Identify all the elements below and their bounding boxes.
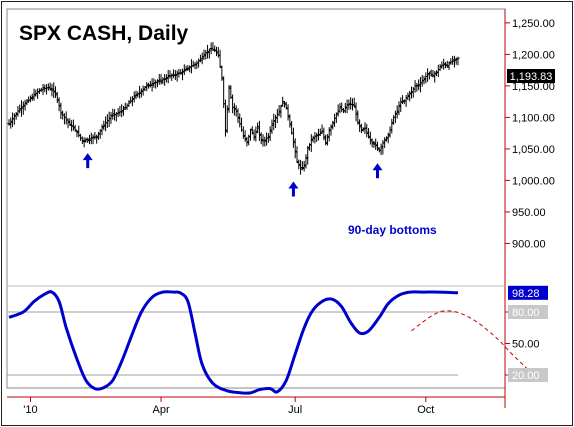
bottom-arrow-head bbox=[372, 163, 383, 171]
bottom-arrow-head bbox=[288, 181, 299, 189]
y-axis: 1,250.00 1,200.00 1,150.00 1,100.00 1,050.00… bbox=[505, 18, 555, 250]
last-price-box bbox=[507, 69, 555, 83]
x-axis: '10 Apr Jul Oct bbox=[7, 396, 505, 416]
x-tick-label: Jul bbox=[288, 404, 302, 416]
y-tick-label: 950.00 bbox=[512, 207, 546, 219]
chart-title: SPX CASH, Daily bbox=[19, 22, 189, 45]
oscillator-level-labels: 80.00 50.00 20.00 98.28 bbox=[508, 285, 548, 382]
oscillator-value-label: 98.28 bbox=[512, 288, 540, 300]
ohlc-bar bbox=[456, 56, 460, 66]
oscillator-level-box bbox=[508, 305, 548, 319]
y-tick-label: 1,100.00 bbox=[512, 112, 555, 124]
oscillator-level-label: 50.00 bbox=[512, 339, 540, 351]
y-tick-label: 1,250.00 bbox=[512, 18, 555, 30]
oscillator-lines bbox=[8, 290, 532, 395]
oscillator-level-box bbox=[508, 368, 548, 382]
y-tick-label: 900.00 bbox=[512, 238, 546, 250]
bottom-arrows bbox=[82, 153, 383, 197]
x-tick-label: '10 bbox=[23, 404, 37, 416]
x-tick-label: Oct bbox=[417, 404, 434, 416]
bottom-arrow bbox=[288, 181, 299, 197]
bottom-arrow-head bbox=[82, 153, 93, 161]
bottom-arrow bbox=[82, 153, 93, 169]
last-price-label: 1,193.83 bbox=[510, 71, 553, 83]
y-tick-label: 1,150.00 bbox=[512, 81, 555, 93]
price-bars bbox=[7, 42, 460, 175]
oscillator-level-label: 80.00 bbox=[512, 307, 540, 319]
oscillator-level-label: 20.00 bbox=[512, 370, 540, 382]
bottoms-annotation: 90-day bottoms bbox=[348, 223, 437, 237]
y-tick-label: 1,050.00 bbox=[512, 144, 555, 156]
y-tick-label: 1,200.00 bbox=[512, 49, 555, 61]
bottom-arrow bbox=[372, 163, 383, 179]
last-price-tag: 1,193.83 bbox=[507, 69, 555, 83]
y-tick-label: 1,000.00 bbox=[512, 175, 555, 187]
oscillator-projection-line bbox=[411, 310, 532, 374]
oscillator-line bbox=[8, 290, 459, 395]
oscillator-value-box bbox=[508, 285, 548, 300]
x-tick-label: Apr bbox=[152, 404, 169, 416]
